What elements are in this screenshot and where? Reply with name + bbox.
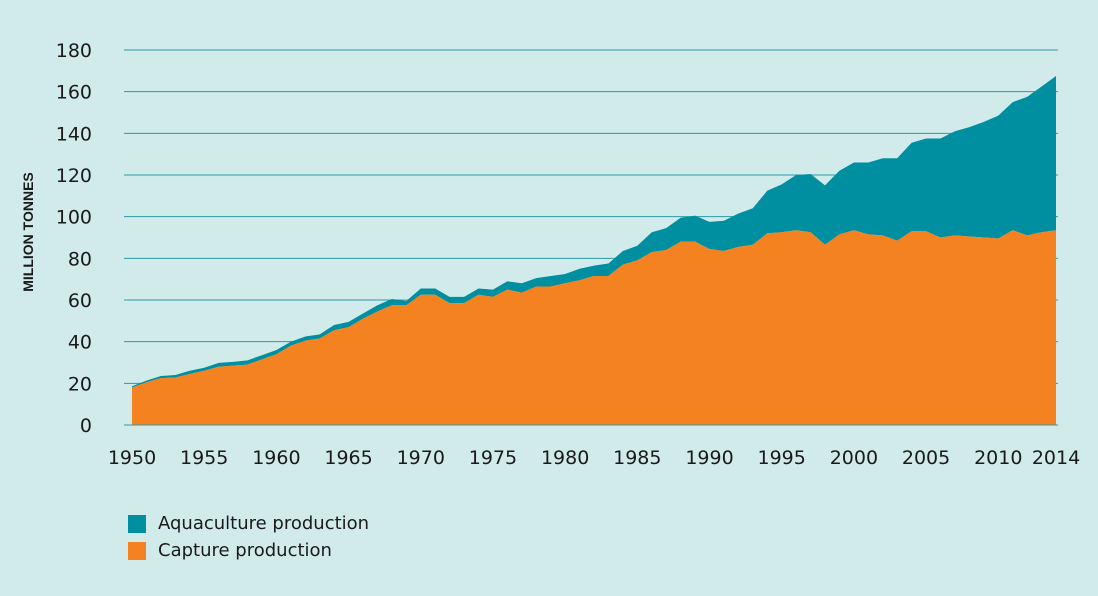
x-tick-label: 1965 [324,447,372,469]
area-aquaculture-production [132,76,1056,388]
legend: Aquaculture production Capture productio… [128,510,369,564]
x-tick-label: 1980 [541,447,589,469]
x-tick-label: 2010 [974,447,1022,469]
y-tick-label: 60 [68,290,92,312]
y-axis-label: MILLION TONNES [20,172,36,292]
x-tick-label: 2014 [1032,447,1080,469]
y-tick-label: 0 [80,415,92,437]
y-tick-label: 120 [56,165,92,187]
x-tick-label: 1970 [397,447,445,469]
legend-label-aquaculture: Aquaculture production [158,513,370,534]
x-tick-label: 1985 [613,447,661,469]
y-tick-label: 40 [68,332,92,354]
y-tick-label: 100 [56,207,92,229]
area-series [132,76,1056,425]
x-tick-label: 1995 [758,447,806,469]
x-tick-label: 2005 [902,447,950,469]
x-tick-label: 1950 [108,447,156,469]
y-tick-label: 140 [56,123,92,145]
legend-swatch-capture [128,541,146,560]
legend-item-capture: Capture production [128,537,369,564]
x-tick-label: 2000 [830,447,878,469]
x-tick-label: 1990 [685,447,733,469]
y-tick-label: 20 [68,373,92,395]
y-tick-label: 180 [56,40,92,62]
legend-item-aquaculture: Aquaculture production [128,510,369,537]
x-tick-label: 1975 [469,447,517,469]
x-tick-label: 1955 [180,447,228,469]
y-tick-label: 160 [56,82,92,104]
legend-swatch-aquaculture [128,514,146,533]
legend-label-capture: Capture production [158,540,332,561]
gridlines [124,49,1058,384]
axes: 0 20 40 60 80 100 120 140 160 180 1950 1955 1960 1965… [56,40,1080,469]
x-tick-label: 1960 [252,447,300,469]
y-tick-label: 80 [68,248,92,270]
area-capture-production [132,230,1056,425]
